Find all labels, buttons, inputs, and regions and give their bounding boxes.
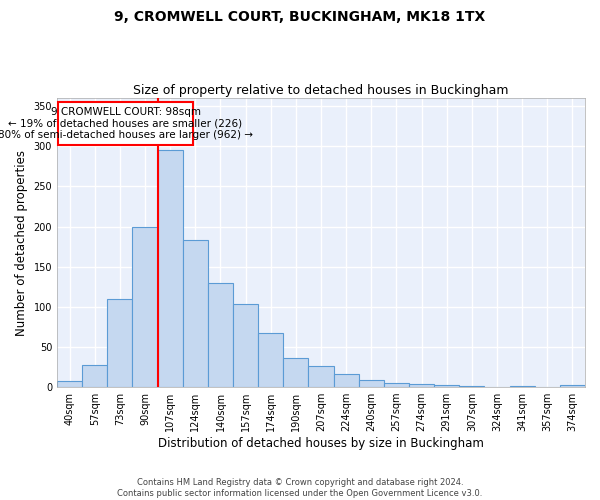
Bar bbox=[158, 150, 183, 387]
Text: 80% of semi-detached houses are larger (962) →: 80% of semi-detached houses are larger (… bbox=[0, 130, 253, 140]
Bar bbox=[283, 358, 308, 387]
Text: 9, CROMWELL COURT, BUCKINGHAM, MK18 1TX: 9, CROMWELL COURT, BUCKINGHAM, MK18 1TX bbox=[115, 10, 485, 24]
Y-axis label: Number of detached properties: Number of detached properties bbox=[15, 150, 28, 336]
Bar bbox=[384, 383, 409, 387]
X-axis label: Distribution of detached houses by size in Buckingham: Distribution of detached houses by size … bbox=[158, 437, 484, 450]
Bar bbox=[459, 386, 484, 387]
Text: Contains HM Land Registry data © Crown copyright and database right 2024.
Contai: Contains HM Land Registry data © Crown c… bbox=[118, 478, 482, 498]
Bar bbox=[183, 240, 208, 387]
Text: ← 19% of detached houses are smaller (226): ← 19% of detached houses are smaller (22… bbox=[8, 118, 242, 128]
Bar bbox=[57, 382, 82, 387]
Bar bbox=[258, 332, 283, 387]
Bar bbox=[359, 380, 384, 387]
Bar bbox=[133, 226, 158, 387]
Bar bbox=[434, 384, 459, 387]
Bar bbox=[82, 364, 107, 387]
Bar bbox=[560, 384, 585, 387]
FancyBboxPatch shape bbox=[58, 102, 193, 144]
Bar bbox=[233, 304, 258, 387]
Bar bbox=[334, 374, 359, 387]
Bar bbox=[409, 384, 434, 387]
Text: 9 CROMWELL COURT: 98sqm: 9 CROMWELL COURT: 98sqm bbox=[50, 106, 200, 117]
Title: Size of property relative to detached houses in Buckingham: Size of property relative to detached ho… bbox=[133, 84, 509, 97]
Bar bbox=[308, 366, 334, 387]
Bar bbox=[208, 283, 233, 387]
Bar bbox=[107, 299, 133, 387]
Bar bbox=[509, 386, 535, 387]
